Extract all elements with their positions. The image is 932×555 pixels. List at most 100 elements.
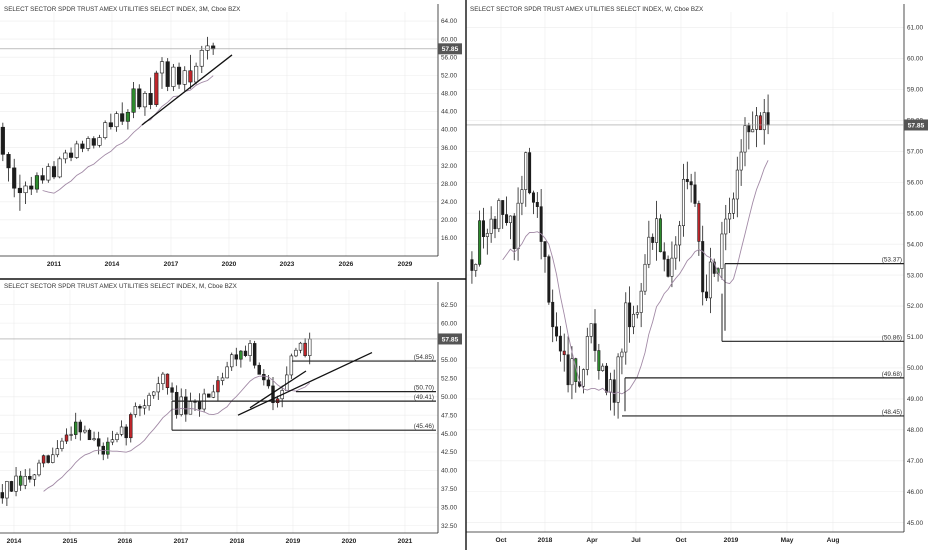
support-level-label: (54.85) xyxy=(414,354,434,361)
candle-body xyxy=(257,364,261,375)
candle-body xyxy=(110,439,115,443)
candle-body xyxy=(119,426,124,435)
y-tick-label: 45.00 xyxy=(907,520,923,527)
candle-body xyxy=(179,396,183,415)
candle-body xyxy=(289,355,294,376)
candle-body xyxy=(156,383,161,393)
y-tick-label: 52.00 xyxy=(441,72,457,79)
candle-body xyxy=(701,241,705,293)
candle-body xyxy=(647,236,651,265)
price-tag-box xyxy=(438,43,462,55)
candle-body xyxy=(689,181,693,186)
y-tick-label: 60.00 xyxy=(441,320,457,327)
candle-body xyxy=(581,369,585,387)
candle-body xyxy=(234,354,239,360)
candle-body xyxy=(17,187,22,194)
candle-body xyxy=(229,354,234,368)
y-tick-label: 36.00 xyxy=(441,145,457,152)
candle-body xyxy=(566,354,570,386)
candle-body xyxy=(6,154,11,169)
candle-body xyxy=(605,365,609,393)
candle-body xyxy=(524,152,528,190)
x-tick-label: 2015 xyxy=(63,538,78,545)
candle-body xyxy=(516,202,520,250)
candle-body xyxy=(597,350,601,371)
candle-body xyxy=(303,342,307,356)
candle-body xyxy=(639,290,643,313)
candle-body xyxy=(470,259,474,271)
candle-body xyxy=(243,350,248,356)
candle-body xyxy=(728,213,732,220)
candle-body xyxy=(505,214,509,224)
y-tick-label: 59.00 xyxy=(907,87,923,94)
candle-body xyxy=(216,380,220,393)
x-tick-label: 2020 xyxy=(342,538,357,545)
panel-weekly: 61.0060.0059.0058.0057.0056.0055.0054.00… xyxy=(466,4,928,544)
candle-body xyxy=(739,151,743,171)
candle-body xyxy=(14,475,18,492)
support-level-label: (49.68) xyxy=(882,371,902,378)
candle-body xyxy=(666,258,670,277)
candle-body xyxy=(46,166,51,181)
panel-weekly-title: SELECT SECTOR SPDR TRUST AMEX UTILITIES … xyxy=(470,6,704,13)
price-tag-box xyxy=(904,119,928,131)
candle-body xyxy=(142,405,147,409)
x-tick-label: 2019 xyxy=(286,538,301,545)
y-tick-label: 32.00 xyxy=(441,163,457,170)
x-tick-label: 2026 xyxy=(339,261,354,268)
candle-body xyxy=(83,429,87,433)
candle-body xyxy=(170,387,174,393)
candle-body xyxy=(78,421,83,433)
candle-body xyxy=(631,313,635,328)
trendline xyxy=(249,370,307,409)
candle-body xyxy=(114,113,119,128)
price-tag-label: 57.85 xyxy=(442,336,459,343)
candle-body xyxy=(512,215,516,250)
candle-body xyxy=(712,261,716,274)
candle-body xyxy=(199,50,204,67)
candle-body xyxy=(620,351,624,358)
candle-body xyxy=(73,421,78,435)
candle-body xyxy=(531,192,535,203)
candle-body xyxy=(294,349,298,357)
candle-body xyxy=(40,175,45,181)
candle-body xyxy=(248,343,252,356)
x-tick-label: 2020 xyxy=(222,261,237,268)
y-tick-label: 44.00 xyxy=(441,109,457,116)
candle-body xyxy=(298,342,303,351)
candle-body xyxy=(225,366,229,379)
candle-body xyxy=(68,152,74,158)
candle-body xyxy=(535,202,539,207)
candle-body xyxy=(37,462,41,476)
x-tick-label: Oct xyxy=(496,537,508,544)
support-level-label: (48.45) xyxy=(882,409,902,416)
candle-body xyxy=(106,441,110,455)
candle-body xyxy=(41,455,46,464)
y-tick-label: 42.50 xyxy=(441,449,457,456)
x-tick-label: 2023 xyxy=(280,261,295,268)
candle-body xyxy=(670,257,674,277)
y-tick-label: 57.00 xyxy=(907,148,923,155)
x-tick-label: 2019 xyxy=(724,537,739,544)
y-tick-label: 55.00 xyxy=(441,357,457,364)
candle-body xyxy=(0,126,5,155)
candle-body xyxy=(497,200,501,230)
candle-body xyxy=(165,61,170,87)
candle-body xyxy=(23,476,27,486)
candle-body xyxy=(124,426,128,439)
candle-body xyxy=(681,178,685,227)
candle-body xyxy=(211,391,216,398)
candle-body xyxy=(205,45,210,51)
candle-body xyxy=(188,401,193,415)
candle-body xyxy=(643,263,647,292)
candle-body xyxy=(120,113,125,122)
candle-body xyxy=(28,476,32,480)
candle-body xyxy=(685,178,689,182)
y-tick-label: 61.00 xyxy=(907,25,923,32)
candle-body xyxy=(651,236,655,243)
y-tick-label: 60.00 xyxy=(441,36,457,43)
candle-body xyxy=(481,220,485,237)
candle-body xyxy=(766,112,770,126)
candle-body xyxy=(197,401,202,410)
